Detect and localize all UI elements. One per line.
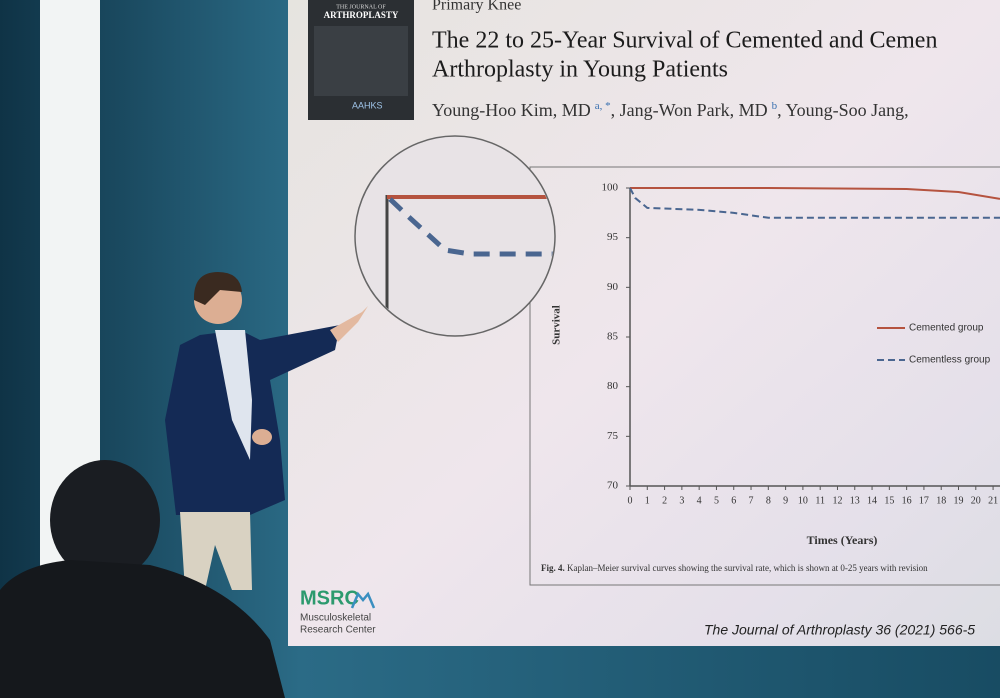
section: Primary Knee — [432, 0, 521, 14]
author: , Young-Soo Jang, — [777, 100, 909, 120]
logo-mark: MSRC — [300, 587, 359, 609]
presenter — [165, 272, 368, 590]
legend-label: Cementless group — [909, 355, 991, 366]
cover-society: AAHKS — [352, 100, 383, 110]
authors: Young-Hoo Kim, MD a, *, Jang-Won Park, MD… — [432, 100, 909, 121]
x-tick-label: 9 — [783, 495, 788, 506]
x-axis-label: Times (Years) — [807, 533, 878, 547]
x-tick-label: 17 — [919, 495, 929, 506]
affiliation: b — [772, 100, 778, 112]
title-line: Arthroplasty in Young Patients — [432, 57, 728, 83]
x-tick-label: 6 — [731, 495, 736, 506]
x-tick-label: 18 — [936, 495, 946, 506]
cover-panel — [314, 26, 408, 96]
zoom-content — [385, 195, 554, 320]
logo-line: Musculoskeletal — [300, 613, 371, 624]
x-tick-label: 8 — [766, 495, 771, 506]
caption-label: Fig. 4. — [541, 563, 565, 573]
x-tick-label: 7 — [749, 495, 754, 506]
y-tick-label: 100 — [602, 182, 619, 194]
series-line — [629, 187, 1000, 219]
x-tick-label: 1 — [645, 495, 650, 506]
x-tick-label: 16 — [902, 495, 912, 506]
x-tick-label: 2 — [662, 495, 667, 506]
x-tick-label: 4 — [697, 495, 702, 506]
x-tick-label: 15 — [884, 495, 894, 506]
audience-member — [0, 460, 285, 698]
y-tick-label: 85 — [607, 331, 619, 343]
x-tick-label: 0 — [628, 495, 633, 506]
y-tick-label: 80 — [607, 380, 619, 392]
x-tick-label: 14 — [867, 495, 877, 506]
logo-line: Research Center — [300, 625, 376, 636]
y-tick-label: 90 — [607, 281, 619, 293]
x-tick-label: 21 — [988, 495, 998, 506]
x-tick-label: 19 — [954, 495, 964, 506]
y-tick-label: 70 — [607, 480, 619, 492]
figure-frame — [529, 166, 1000, 586]
x-tick-label: 10 — [798, 495, 808, 506]
author: Young-Hoo Kim, MD — [432, 100, 591, 120]
x-tick-label: 11 — [815, 495, 825, 506]
x-tick-label: 12 — [832, 495, 842, 506]
citation: The Journal of Arthroplasty 36 (2021) 56… — [704, 622, 975, 638]
x-tick-label: 20 — [971, 495, 981, 506]
logo-icon — [350, 591, 376, 609]
y-tick-label: 95 — [607, 231, 619, 243]
x-tick-label: 13 — [850, 495, 860, 506]
legend-label: Cemented group — [909, 323, 984, 334]
cover-name: ARTHROPLASTY — [324, 10, 399, 20]
y-axis-label: Survival — [551, 305, 563, 345]
zoom-circle — [354, 135, 556, 337]
caption-text: Kaplan–Meier survival curves showing the… — [567, 563, 928, 573]
x-tick-label: 3 — [679, 495, 684, 506]
title-line: The 22 to 25-Year Survival of Cemented a… — [432, 28, 937, 54]
author: , Jang-Won Park, MD — [611, 100, 768, 120]
affiliation: a, * — [595, 100, 611, 112]
series-line — [630, 187, 1000, 200]
x-tick-label: 5 — [714, 495, 719, 506]
cover-kicker: THE JOURNAL OF — [336, 4, 386, 10]
caption: Fig. 4. Kaplan–Meier survival curves sho… — [541, 563, 928, 573]
y-tick-label: 75 — [607, 430, 619, 442]
